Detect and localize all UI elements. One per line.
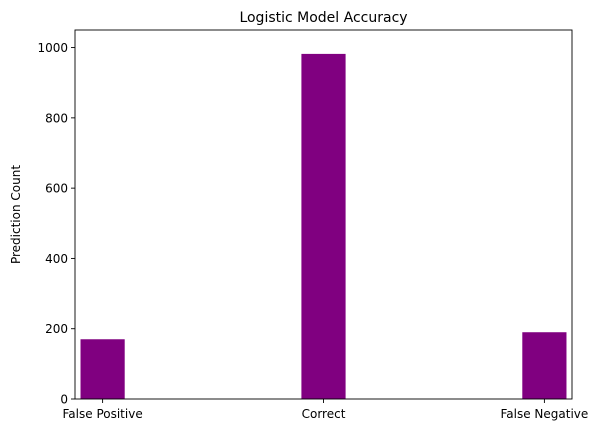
y-tick-label: 200 <box>45 322 68 336</box>
bar-false-negative <box>522 332 567 399</box>
bar-false-positive <box>80 339 125 399</box>
chart-title: Logistic Model Accuracy <box>239 10 407 26</box>
bar-correct <box>301 53 346 399</box>
plot-frame <box>74 29 573 400</box>
y-axis-label: Prediction Count <box>9 165 23 264</box>
y-tick-label: 600 <box>45 182 68 196</box>
x-tick-label: False Positive <box>63 407 143 421</box>
y-tick-label: 800 <box>45 111 68 125</box>
x-tick-label: Correct <box>302 407 346 421</box>
y-ticks: 0 200 400 600 800 1000 <box>37 41 75 407</box>
y-tick-label: 400 <box>45 252 68 266</box>
x-ticks: False Positive Correct False Negative <box>63 399 588 421</box>
x-tick-label: False Negative <box>500 407 588 421</box>
y-tick-label: 1000 <box>37 41 68 55</box>
y-tick-label: 0 <box>60 393 68 407</box>
bars <box>80 53 567 399</box>
